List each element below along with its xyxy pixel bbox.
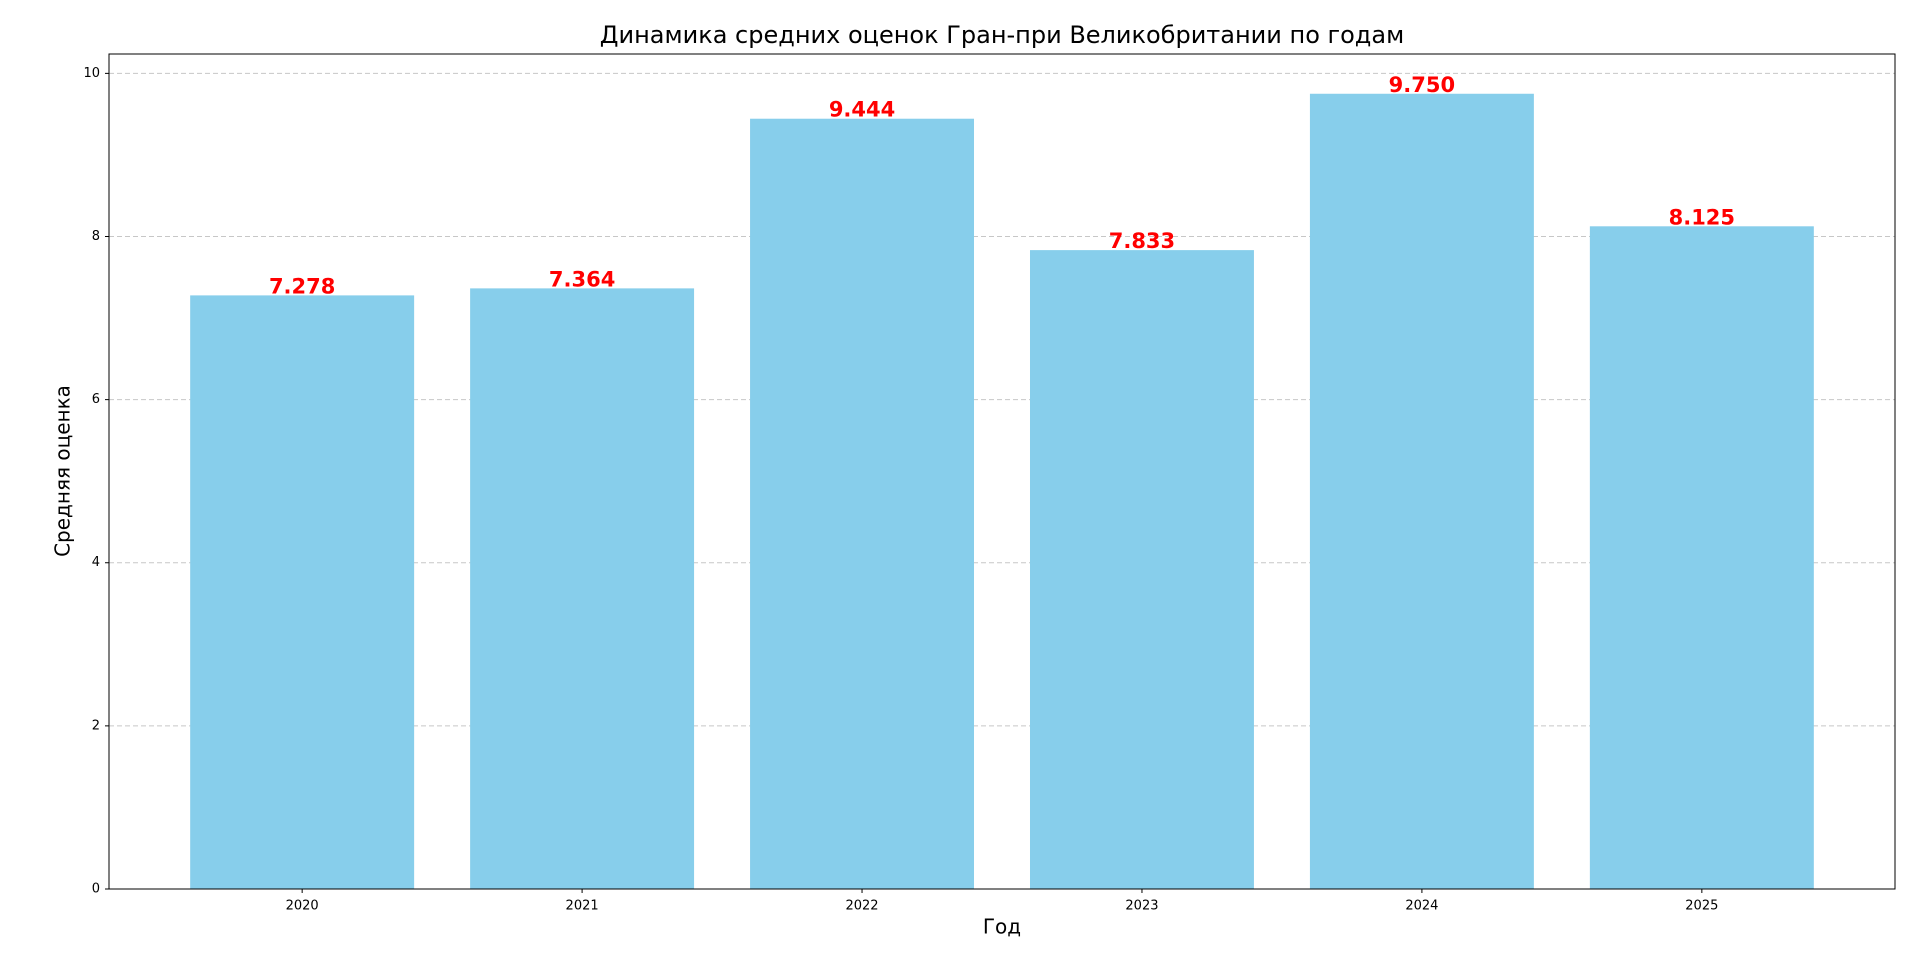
x-tick-label: 2022 xyxy=(845,899,878,914)
bar xyxy=(1029,250,1254,890)
x-tick-label: 2020 xyxy=(286,899,319,914)
y-tick-label: 4 xyxy=(92,555,100,570)
x-tick-label: 2024 xyxy=(1405,899,1438,914)
value-label: 7.364 xyxy=(549,267,615,291)
value-label: 8.125 xyxy=(1669,205,1735,229)
bar xyxy=(1589,226,1814,890)
value-label: 9.750 xyxy=(1389,73,1455,97)
y-axis-label: Средняя оценка xyxy=(51,385,75,557)
plot-frame xyxy=(108,53,1896,890)
x-tick-label: 2025 xyxy=(1685,899,1718,914)
y-tick-label: 0 xyxy=(92,882,100,897)
y-tick-label: 8 xyxy=(92,229,100,244)
y-tick-label: 2 xyxy=(92,718,100,733)
bar xyxy=(470,288,695,889)
chart-title: Динамика средних оценок Гран-при Великоб… xyxy=(600,21,1404,49)
value-label: 7.833 xyxy=(1109,229,1175,253)
x-axis-label: Год xyxy=(983,915,1021,939)
y-tick-label: 10 xyxy=(83,66,100,81)
value-label: 7.278 xyxy=(269,274,335,298)
bar xyxy=(1309,93,1534,889)
x-tick-label: 2023 xyxy=(1125,899,1158,914)
value-label: 9.444 xyxy=(829,98,895,122)
bar xyxy=(750,118,975,889)
y-tick-label: 6 xyxy=(92,392,100,407)
bar xyxy=(190,295,415,889)
x-tick-label: 2021 xyxy=(566,899,599,914)
